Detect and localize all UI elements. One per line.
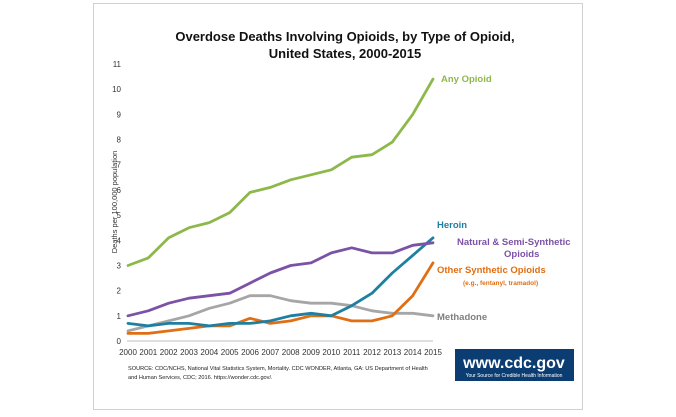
series-line-heroin	[126, 236, 435, 328]
x-tick-label: 2007	[261, 348, 279, 357]
x-tick-label: 2002	[160, 348, 178, 357]
cdc-logo-text: www.cdc.gov	[462, 355, 565, 372]
x-tick-label: 2010	[322, 348, 340, 357]
series-line-other-synthetic-opioids	[126, 261, 435, 335]
y-tick-label: 6	[117, 186, 122, 195]
chart-title-line2: United States, 2000-2015	[269, 46, 421, 61]
x-tick-labels: 2000 2001 2002 2003 2004 2005 2006 2007 2008 2009…	[119, 348, 442, 357]
series-line-methadone	[126, 294, 435, 333]
y-axis-label: Deaths per 100,000 population	[110, 151, 119, 254]
cdc-logo-background	[455, 349, 574, 381]
source-note-line1: SOURCE: CDC/NCHS, National Vital Statist…	[128, 366, 428, 372]
label-other-synthetic-note: (e.g., fentanyl, tramadol)	[463, 280, 538, 287]
y-tick-label: 8	[117, 136, 122, 145]
cdc-logo-tagline: Your Source for Credible Health Informat…	[466, 373, 563, 379]
x-tick-label: 2009	[302, 348, 320, 357]
x-tick-label: 2013	[383, 348, 401, 357]
y-tick-label: 1	[117, 312, 122, 321]
y-tick-label: 11	[113, 60, 122, 69]
cdc-logo: www.cdc.gov Your Source for Credible Hea…	[455, 349, 574, 381]
series-line-any-opioid	[126, 77, 435, 267]
y-tick-label: 7	[117, 161, 122, 170]
y-tick-label: 5	[117, 211, 122, 220]
x-tick-label: 2014	[404, 348, 422, 357]
x-tick-label: 2001	[139, 348, 157, 357]
series-line-natural-semi-synthetic-opioids	[126, 241, 435, 318]
x-tick-label: 2005	[221, 348, 239, 357]
y-tick-label: 4	[117, 236, 122, 245]
x-tick-label: 2015	[424, 348, 442, 357]
x-tick-label: 2006	[241, 348, 259, 357]
source-note-line2: and Human Services, CDC; 2016. https://w…	[128, 375, 273, 381]
x-tick-label: 2003	[180, 348, 198, 357]
x-tick-label: 2011	[343, 348, 361, 357]
y-tick-label: 3	[117, 261, 122, 270]
label-heroin: Heroin	[437, 220, 467, 231]
x-tick-label: 2012	[363, 348, 381, 357]
label-methadone: Methadone	[437, 312, 487, 323]
y-tick-label: 9	[117, 110, 122, 119]
x-tick-label: 2004	[200, 348, 218, 357]
y-tick-label: 2	[117, 287, 122, 296]
chart-frame	[93, 3, 583, 410]
label-any-opioid: Any Opioid	[441, 74, 492, 85]
label-other-synthetic: Other Synthetic Opioids	[437, 265, 546, 276]
y-tick-label: 10	[112, 85, 121, 94]
chart-title-line1: Overdose Deaths Involving Opioids, by Ty…	[175, 29, 514, 44]
label-natural-semi-synthetic: Natural & Semi-Synthetic Opioids	[457, 237, 573, 260]
y-tick-label: 0	[117, 337, 122, 346]
x-tick-label: 2000	[119, 348, 137, 357]
series-lines	[126, 77, 435, 335]
y-tick-labels: 0 1 2 3 4 5 6 7 8 9 10 11	[112, 60, 121, 346]
x-tick-label: 2008	[282, 348, 300, 357]
